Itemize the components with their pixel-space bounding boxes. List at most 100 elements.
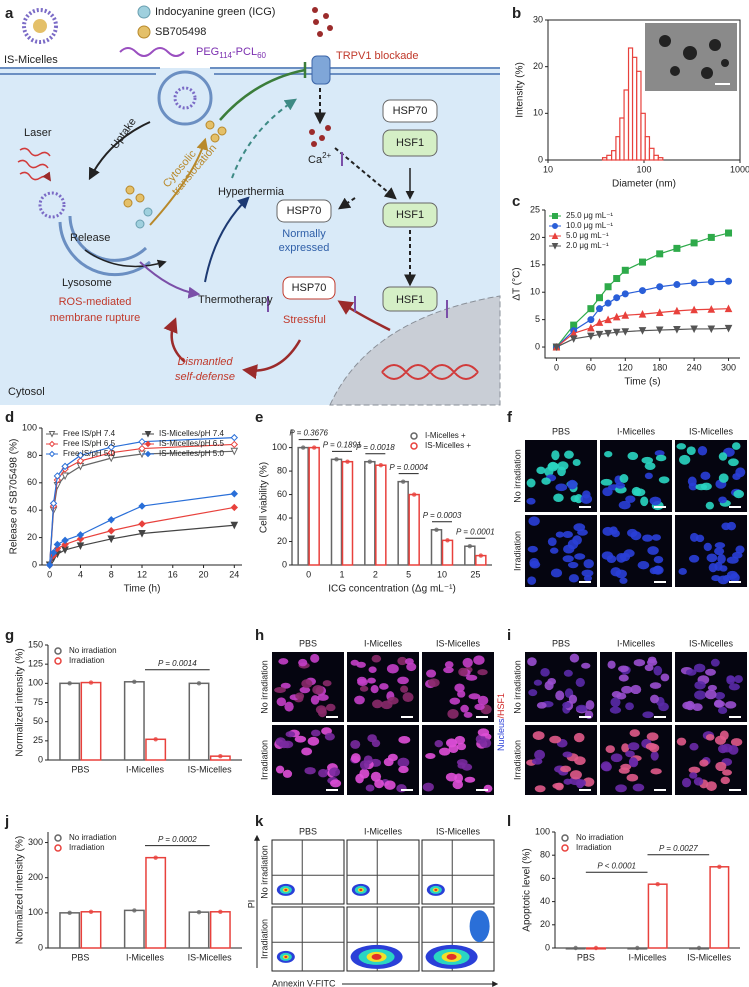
cell-nucleus [531,758,543,765]
cell-nucleus [400,685,409,693]
marker [552,343,561,352]
cell-nucleus [350,739,361,749]
column-label: PBS [552,638,570,648]
cell-nucleus [580,494,593,504]
cell-nucleus [526,478,536,488]
cell-nucleus [547,461,559,472]
cell-nucleus [694,690,707,700]
cell-nucleus [468,693,481,700]
cell-nucleus [616,692,627,700]
legend-label: 25.0 μg mL⁻¹ [566,211,613,220]
cell-nucleus [310,695,320,705]
cell-nucleus [460,704,469,713]
trend-arrow [267,152,448,318]
data-point [153,737,158,742]
bar [80,681,102,761]
bar [145,738,167,761]
nucleus [329,295,501,406]
cell-nucleus [631,486,642,496]
label: 60 [257,51,266,60]
marker [61,536,69,545]
label: HSF1 [396,209,424,221]
row-label: Irradiation [259,919,269,959]
cell-nucleus [609,706,622,714]
column-label: I-Micelles [617,638,656,648]
y-tick-label: 25 [530,204,540,214]
cell-nucleus [465,674,478,681]
data-point [434,527,439,532]
data-point [573,945,578,951]
cell-nucleus [581,662,591,669]
cell-nucleus [555,483,568,492]
cell-nucleus [676,737,687,746]
y-tick-label: 30 [533,14,543,24]
histogram-bar [623,89,630,161]
cell-nucleus [528,516,540,526]
histogram-bar [606,154,613,161]
data-point [88,680,94,685]
marker [48,450,56,458]
cell-nucleus [317,707,327,718]
histogram-bar [631,56,638,161]
cell-nucleus [653,565,663,574]
legend-label: Irradiation [576,843,612,852]
cell-nucleus [568,694,578,704]
cell-nucleus [550,568,563,578]
cell-nucleus [381,700,393,710]
x-tick-label: 180 [652,362,667,372]
arrow [163,317,186,363]
cell-nucleus [621,743,630,753]
y-tick-label: 0 [38,754,43,764]
marker [587,332,595,341]
data-point [132,679,137,684]
cell-nucleus [706,781,717,791]
label: Ca2+ [308,151,332,166]
marker [612,312,621,321]
cell-nucleus [317,694,329,701]
cell-nucleus [552,782,564,790]
histogram-bar [657,157,664,161]
panel-letter: g [5,627,14,644]
cell-nucleus [689,772,698,779]
cell-nucleus [325,703,336,712]
cell-nucleus [687,476,697,487]
marker [230,433,239,442]
label: Stressful [283,314,326,326]
cell-nucleus [658,702,669,712]
cell-nucleus [549,735,562,744]
histogram-bar [644,136,651,161]
cell-nucleus [625,495,636,503]
histogram-bar [601,157,608,161]
cell-nucleus [574,494,583,504]
cell-nucleus [274,686,286,694]
cell-nucleus [567,479,578,490]
cell-nucleus [618,767,630,774]
cell-nucleus [626,773,639,782]
cell-nucleus [464,776,476,783]
marker [76,535,85,543]
x-tick-label: 4 [78,569,83,579]
cell-nucleus [619,577,628,584]
cell-nucleus [575,704,588,713]
marker [107,527,115,535]
cell-nucleus [585,700,595,710]
marker [724,304,733,313]
cell-nucleus [324,732,335,741]
y-tick-label: 40 [540,896,550,906]
cell-nucleus [621,685,633,694]
cell-nucleus [694,681,706,690]
cell-nucleus [697,445,708,456]
label: Lysosome [62,277,112,289]
cell-nucleus [529,560,541,569]
marker [138,520,146,528]
y-tick-label: 100 [22,422,37,432]
cell-nucleus [714,547,725,556]
cell-nucleus [729,573,740,583]
cell-nucleus [619,474,629,483]
cell-nucleus [714,692,726,700]
marker [595,305,603,313]
cell-nucleus [402,692,414,703]
x-tick-label: 240 [687,362,702,372]
cell-nucleus [301,679,313,689]
arrow [334,147,397,200]
